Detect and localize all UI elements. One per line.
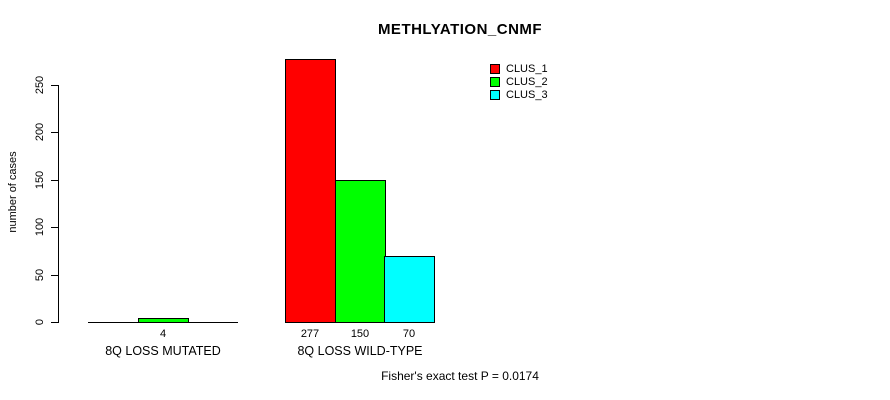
y-tick [51, 322, 58, 323]
bar-value-label: 150 [350, 328, 370, 340]
stat-annotation: Fisher's exact test P = 0.0174 [381, 369, 539, 383]
legend-swatch-clus_3 [490, 90, 500, 100]
bar-zero-clus_1-group0 [88, 322, 139, 323]
legend-item: CLUS_1 [490, 63, 570, 76]
legend-item: CLUS_3 [490, 89, 570, 102]
legend-swatch-clus_1 [490, 64, 500, 74]
y-tick-label: 150 [34, 170, 46, 190]
bar-clus_3-group1 [384, 256, 435, 323]
y-tick-label: 200 [34, 122, 46, 142]
y-tick-label: 100 [34, 217, 46, 237]
y-tick [51, 275, 58, 276]
bar-value-label: 277 [300, 328, 320, 340]
x-category-label: 8Q LOSS WILD-TYPE [297, 344, 423, 358]
y-tick [51, 85, 58, 86]
bar-value-label: 4 [159, 328, 167, 340]
legend-swatch-clus_2 [490, 77, 500, 87]
legend-item: CLUS_2 [490, 76, 570, 89]
bar-clus_2-group0 [138, 318, 189, 323]
y-axis-line [58, 85, 59, 323]
y-tick [51, 132, 58, 133]
legend-label: CLUS_3 [506, 89, 548, 101]
y-tick-label: 250 [34, 75, 46, 95]
bar-value-label: 70 [402, 328, 416, 340]
chart-title: METHLYATION_CNMF [377, 21, 543, 38]
legend-label: CLUS_1 [506, 63, 548, 75]
y-tick-label: 0 [34, 318, 46, 326]
y-axis-label: number of cases [7, 151, 19, 233]
x-category-label: 8Q LOSS MUTATED [105, 344, 221, 358]
y-tick-label: 50 [34, 268, 46, 282]
bar-clus_1-group1 [285, 59, 336, 323]
legend-label: CLUS_2 [506, 76, 548, 88]
y-tick [51, 180, 58, 181]
y-tick [51, 227, 58, 228]
bar-zero-clus_3-group0 [187, 322, 238, 323]
bar-clus_2-group1 [335, 180, 386, 323]
